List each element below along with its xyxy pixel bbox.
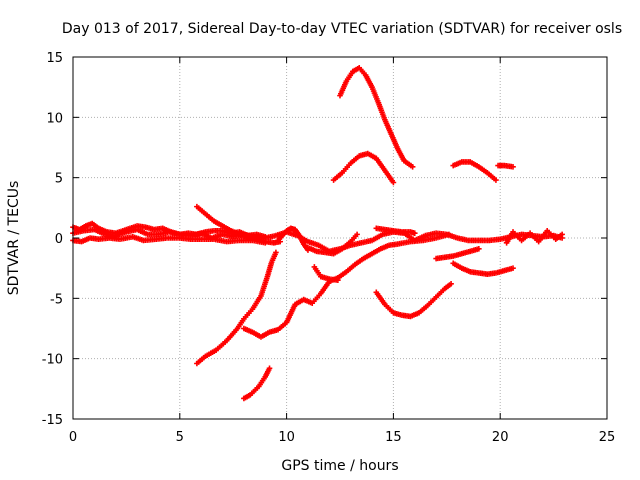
y-tick-label: 0 [55, 232, 63, 247]
data-point [409, 164, 416, 170]
data-point [476, 246, 482, 252]
data-point [493, 177, 499, 183]
series-track-D [495, 162, 516, 170]
data-point [354, 231, 360, 238]
x-tick-label: 25 [599, 430, 616, 445]
series-track-A [337, 65, 416, 170]
data-point [411, 230, 418, 236]
x-tick-label: 10 [278, 430, 295, 445]
data-point [266, 365, 273, 372]
data-point [448, 281, 454, 287]
series-track-M [373, 225, 418, 236]
y-tick-label: 5 [55, 172, 63, 187]
data-point [510, 164, 516, 170]
data-point [390, 179, 397, 186]
series-track-H [241, 231, 452, 340]
x-tick-label: 0 [69, 430, 77, 445]
series-track-F [194, 249, 279, 367]
series-track-L [373, 281, 454, 320]
y-tick-label: -15 [42, 413, 63, 428]
series-track-I [275, 225, 311, 253]
data-point [446, 231, 452, 238]
series-track-N [433, 246, 482, 262]
data-point [273, 249, 279, 256]
data-layer [70, 65, 565, 402]
y-tick-label: -5 [50, 292, 63, 307]
x-tick-label: 20 [492, 430, 509, 445]
data-point [510, 265, 516, 271]
y-tick-label: 10 [46, 111, 63, 126]
series-track-G [241, 365, 273, 402]
series-track-B [330, 150, 397, 186]
series-track-J [305, 231, 360, 257]
series-track-C [450, 159, 499, 183]
y-axis-label: SDTVAR / TECUs [6, 181, 22, 296]
x-axis-label: GPS time / hours [281, 458, 398, 474]
x-tick-label: 5 [176, 430, 184, 445]
data-point [262, 233, 269, 240]
data-point [559, 231, 565, 238]
chart-title: Day 013 of 2017, Sidereal Day-to-day VTE… [62, 21, 622, 37]
data-point [335, 277, 341, 284]
ticks: 0 5 10 15 20 25 -15 -10 -5 0 5 10 15 [42, 51, 616, 445]
y-tick-label: -10 [42, 353, 63, 368]
series-track-P [503, 227, 565, 246]
series-track-O [450, 260, 516, 277]
x-tick-label: 15 [385, 430, 402, 445]
y-tick-label: 15 [46, 51, 63, 66]
series-track-K [311, 264, 341, 284]
